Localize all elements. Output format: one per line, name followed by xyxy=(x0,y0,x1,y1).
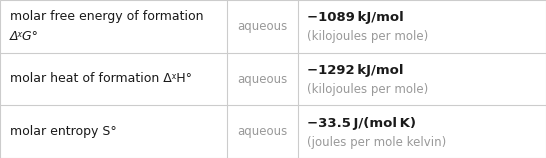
Text: molar free energy of formation: molar free energy of formation xyxy=(10,10,203,23)
Text: (joules per mole kelvin): (joules per mole kelvin) xyxy=(307,136,447,149)
Text: aqueous: aqueous xyxy=(237,73,287,85)
Text: (kilojoules per mole): (kilojoules per mole) xyxy=(307,30,429,43)
Text: (kilojoules per mole): (kilojoules per mole) xyxy=(307,83,429,96)
Text: −33.5 J/(mol K): −33.5 J/(mol K) xyxy=(307,117,417,130)
Text: −1292 kJ/mol: −1292 kJ/mol xyxy=(307,64,404,77)
Text: molar entropy S°: molar entropy S° xyxy=(10,125,117,138)
Text: ΔᵡG°: ΔᵡG° xyxy=(10,30,39,43)
Text: aqueous: aqueous xyxy=(237,125,287,138)
Text: −1089 kJ/mol: −1089 kJ/mol xyxy=(307,11,404,24)
Text: aqueous: aqueous xyxy=(237,20,287,33)
Text: molar heat of formation ΔᵡH°: molar heat of formation ΔᵡH° xyxy=(10,73,192,85)
